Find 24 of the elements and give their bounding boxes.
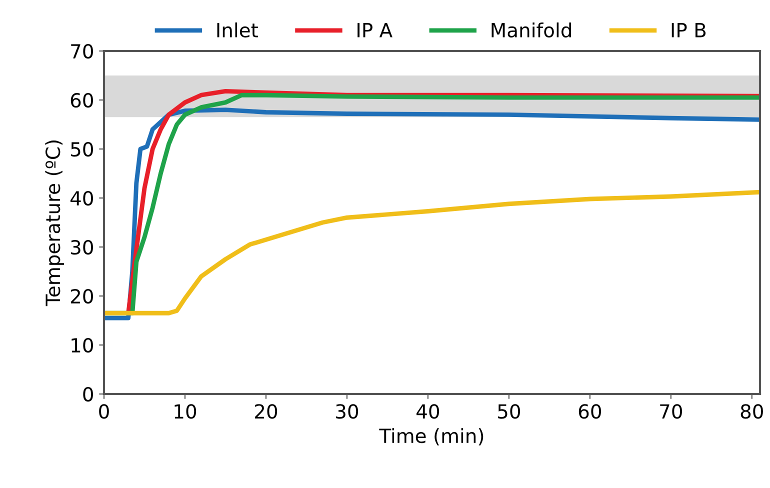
legend-label: IP A [358, 23, 392, 38]
x-tick-label: 80 [740, 404, 763, 419]
y-axis-title: Temperature (ºC) [45, 140, 64, 306]
legend-label: IP B [672, 23, 706, 38]
legend-label: Manifold [492, 22, 571, 38]
x-tick-label: 50 [498, 404, 520, 419]
y-tick-label: 70 [71, 44, 93, 59]
y-tick-label: 60 [70, 92, 93, 108]
x-tick-label: 0 [99, 404, 109, 419]
y-tick-label: 30 [71, 240, 93, 255]
line-series [104, 190, 760, 316]
y-tick-label: 10 [72, 338, 93, 353]
x-tick-label: 70 [660, 404, 682, 419]
y-tick-label: 50 [71, 142, 93, 157]
y-tick-label: 20 [70, 288, 93, 304]
y-tick-label: 0 [83, 386, 93, 402]
y-tick-label: 40 [70, 190, 93, 206]
x-axis-title: Time (min) [379, 428, 484, 446]
x-tick-label: 10 [174, 404, 196, 419]
x-tick-label: 40 [416, 404, 440, 419]
x-tick-label: 20 [255, 404, 278, 419]
legend-label: Inlet [217, 22, 258, 38]
x-tick-label: 60 [578, 404, 602, 419]
x-tick-label: 30 [336, 404, 358, 419]
